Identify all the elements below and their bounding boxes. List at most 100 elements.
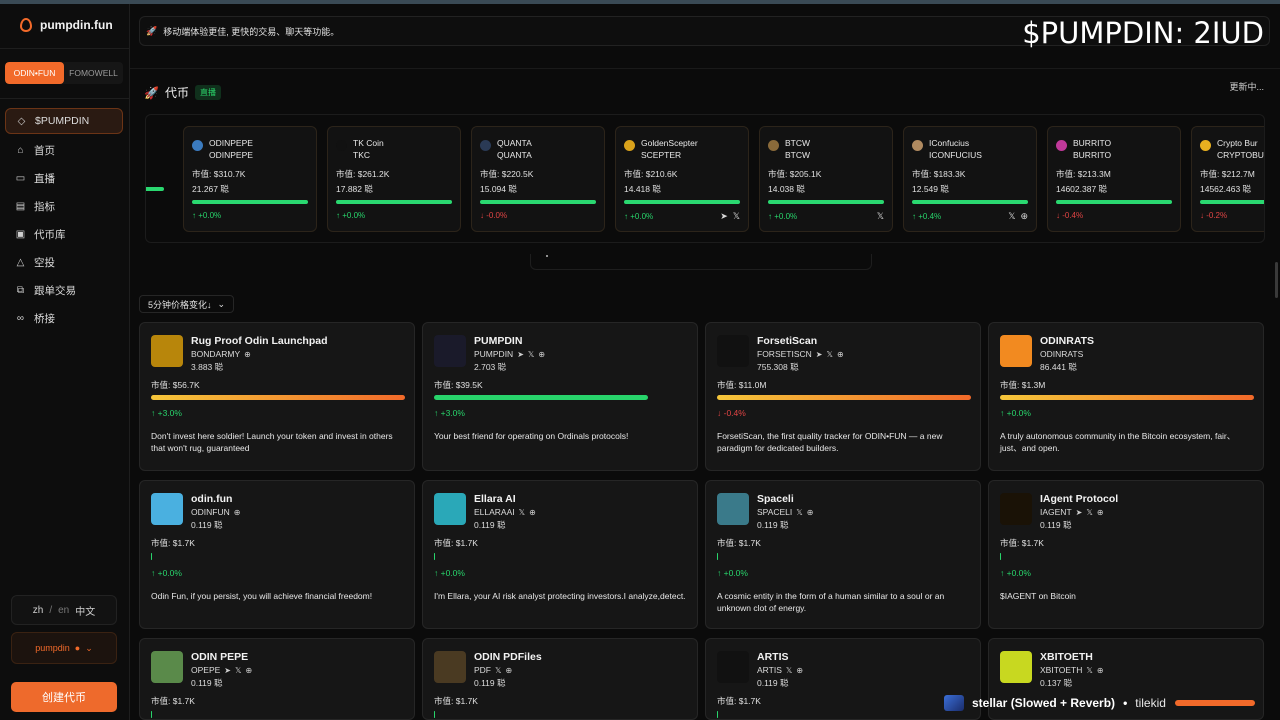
- live-badge: 直播: [194, 85, 221, 100]
- sort-select[interactable]: 5分钟价格变化↓ ⌄: [139, 295, 235, 313]
- social-icon[interactable]: ⊕: [806, 508, 814, 517]
- chevron-down-icon: ⌄: [85, 642, 93, 653]
- logo[interactable]: pumpdin.fun: [20, 18, 113, 32]
- social-icon[interactable]: ➤: [815, 350, 823, 359]
- sidebar-item-3[interactable]: ▤ 指标: [5, 192, 123, 220]
- token-card[interactable]: Spaceli SPACELI 𝕏 ⊕ 0.119 聪市值: $1.7K ↑ +0.0% A…: [705, 480, 981, 629]
- social-icon[interactable]: ➤: [1075, 508, 1083, 517]
- ticker-card[interactable]: ODINPEPE ODINPEPE 市值: $310.7K 21.267 聪 ↑ +0.…: [183, 126, 317, 232]
- copy-icon: ⧉: [16, 284, 25, 296]
- social-icon[interactable]: ➤: [720, 211, 728, 221]
- token-card[interactable]: ARTIS ARTIS 𝕏 ⊕ 0.119 聪市值: $1.7K: [705, 638, 981, 720]
- token-icon: [912, 140, 923, 151]
- price-change: ↑ +0.0%: [624, 212, 654, 221]
- ticker-scroll-indicator[interactable]: [530, 254, 872, 270]
- token-card[interactable]: PUMPDIN PUMPDIN ➤ 𝕏 ⊕ 2.703 聪市值: $39.5K ↑ +3.0…: [422, 322, 698, 471]
- social-icon[interactable]: 𝕏: [518, 508, 526, 517]
- sidebar-item-4[interactable]: ▣ 代币库: [5, 220, 123, 248]
- progress-bar: [434, 711, 435, 718]
- ticker-card[interactable]: TK Coin TKC 市值: $261.2K 17.882 聪 ↑ +0.0%: [327, 126, 461, 232]
- social-icon[interactable]: 𝕏: [826, 350, 833, 359]
- lang-cn[interactable]: 中文: [75, 606, 96, 618]
- tab-fomowell[interactable]: FOMOWELL: [69, 68, 118, 78]
- social-icon[interactable]: ⊕: [538, 350, 546, 359]
- lang-zh[interactable]: zh: [32, 604, 44, 616]
- scrollbar[interactable]: [1275, 262, 1278, 298]
- social-icon[interactable]: ⊕: [796, 666, 804, 675]
- token-card[interactable]: Ellara AI ELLARAAI 𝕏 ⊕ 0.119 聪市值: $1.7K ↑ +0.…: [422, 480, 698, 629]
- sidebar-item-7[interactable]: ∞ 桥接: [5, 304, 123, 332]
- holdings: 0.137 聪: [1040, 678, 1073, 688]
- music-player: stellar (Slowed + Reverb) • tilekid: [944, 690, 1270, 716]
- token-description: A truly autonomous community in the Bitc…: [1000, 431, 1236, 453]
- progress-bar[interactable]: [1175, 700, 1256, 706]
- market-cap: 市值: $11.0M: [717, 380, 767, 390]
- lang-en[interactable]: en: [58, 604, 70, 616]
- social-icon[interactable]: 𝕏: [796, 508, 803, 517]
- social-icon[interactable]: ⊕: [505, 666, 513, 675]
- progress-bar: [1200, 200, 1264, 204]
- create-token-button[interactable]: 创建代币: [11, 682, 117, 712]
- market-cap: 市值: $39.5K: [434, 380, 483, 390]
- token-description: Your best friend for operating on Ordina…: [434, 431, 629, 441]
- social-icon[interactable]: 𝕏: [785, 666, 793, 675]
- social-icon[interactable]: 𝕏: [527, 350, 535, 359]
- sidebar-item-5[interactable]: △ 空投: [5, 248, 123, 276]
- token-name: IConfucius: [929, 138, 970, 148]
- social-icon[interactable]: ⊕: [529, 508, 536, 517]
- token-name: Rug Proof Odin Launchpad: [191, 335, 328, 347]
- social-icon[interactable]: ⊕: [233, 508, 241, 517]
- social-icon[interactable]: 𝕏: [732, 211, 740, 221]
- market-cap: 市值: $1.7K: [151, 696, 195, 706]
- ticker-card[interactable]: BTCW BTCW 市值: $205.1K 14.038 聪 ↑ +0.0% 𝕏: [759, 126, 893, 232]
- token-card[interactable]: ODIN PEPE OPEPE ➤ 𝕏 ⊕ 0.119 聪市值: $1.7K: [139, 638, 415, 720]
- tab-odin-fun[interactable]: ODIN•FUN: [5, 62, 64, 84]
- holdings: 17.882 聪: [336, 184, 373, 194]
- social-icon[interactable]: 𝕏: [1086, 508, 1093, 517]
- holdings: 14.038 聪: [768, 184, 805, 194]
- user-menu[interactable]: pumpdin ● ⌄: [11, 632, 117, 664]
- social-icon[interactable]: 𝕏: [495, 666, 502, 675]
- token-card[interactable]: XBITOETH XBITOETH 𝕏 ⊕ 0.137 聪: [988, 638, 1264, 720]
- ticker-card[interactable]: BURRITO BURRITO 市值: $213.3M 14602.387 聪 ↓ -0…: [1047, 126, 1181, 232]
- social-icon[interactable]: ⊕: [245, 666, 253, 675]
- ticker-card[interactable]: QUANTA QUANTA 市值: $220.5K 15.094 聪 ↓ -0.0%: [471, 126, 605, 232]
- user-name: pumpdin: [35, 643, 70, 653]
- market-cap: 市值: $261.2K: [336, 169, 390, 179]
- holdings: 0.119 聪: [757, 678, 789, 688]
- token-ticker: PDF: [474, 665, 491, 675]
- token-card[interactable]: Rug Proof Odin Launchpad BONDARMY ⊕ 3.883 聪…: [139, 322, 415, 471]
- progress-bar: [434, 553, 435, 560]
- social-icon[interactable]: 𝕏: [235, 666, 242, 675]
- social-icon[interactable]: ⊕: [244, 350, 251, 359]
- social-icon[interactable]: 𝕏: [1086, 666, 1093, 675]
- token-card[interactable]: IAgent Protocol IAGENT ➤ 𝕏 ⊕ 0.119 聪市值: $1.7K…: [988, 480, 1264, 629]
- token-avatar: [151, 335, 183, 367]
- track-artist: tilekid: [1135, 696, 1166, 710]
- ticker-card[interactable]: IConfucius ICONFUCIUS 市值: $183.3K 12.549 聪 ↑…: [903, 126, 1037, 232]
- social-icon[interactable]: ⊕: [1096, 666, 1104, 675]
- social-icon[interactable]: ➤: [517, 350, 524, 359]
- sidebar-item-1[interactable]: ⌂ 首页: [5, 136, 123, 164]
- social-icon[interactable]: 𝕏: [876, 211, 884, 221]
- sidebar-item-6[interactable]: ⧉ 跟单交易: [5, 276, 123, 304]
- token-card[interactable]: odin.fun ODINFUN ⊕ 0.119 聪市值: $1.7K ↑ +0.0% O…: [139, 480, 415, 629]
- token-ticker: SCEPTER: [641, 150, 682, 160]
- ticker-card[interactable]: GoldenScepter SCEPTER 市值: $210.6K 14.418 聪 ↑…: [615, 126, 749, 232]
- language-switch[interactable]: zh / en 中文: [11, 595, 117, 625]
- token-card[interactable]: ODIN PDFiles PDF 𝕏 ⊕ 0.119 聪市值: $1.7K: [422, 638, 698, 720]
- social-icon[interactable]: 𝕏: [1008, 211, 1016, 221]
- social-icon[interactable]: ⊕: [1020, 211, 1028, 221]
- token-card[interactable]: ForsetiScan FORSETISCN ➤ 𝕏 ⊕ 755.308 聪市值: $11…: [705, 322, 981, 471]
- social-icon[interactable]: ⊕: [1096, 508, 1104, 517]
- social-icon[interactable]: ⊕: [836, 350, 844, 359]
- token-card[interactable]: ODINRATS ODINRATS 86.441 聪市值: $1.3M ↑ +0.0%…: [988, 322, 1264, 471]
- progress-bar: [336, 200, 452, 204]
- ticker-card[interactable]: Crypto Bur CRYPTOBU 市值: $212.7M 14562.463 聪…: [1191, 126, 1264, 232]
- token-ticker: ICONFUCIUS: [929, 150, 982, 160]
- sidebar-item-2[interactable]: ▭ 直播: [5, 164, 123, 192]
- market-cap: 市值: $1.7K: [434, 696, 478, 706]
- sidebar-item-label: $PUMPDIN: [35, 115, 90, 127]
- sidebar-item-0[interactable]: ◇ $PUMPDIN: [5, 108, 123, 134]
- social-icon[interactable]: ➤: [224, 666, 231, 675]
